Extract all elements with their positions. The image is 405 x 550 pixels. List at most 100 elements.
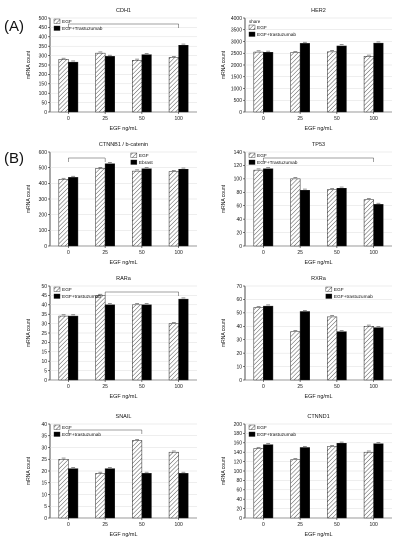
y-tick-label: 15 xyxy=(41,350,47,356)
bar-egf-100 xyxy=(363,56,374,113)
chart-title: CDH1 xyxy=(116,8,131,14)
x-axis-label: EGF ng/mL xyxy=(304,260,332,266)
y-tick-label: 100 xyxy=(39,91,48,97)
y-tick-label: 1500 xyxy=(231,75,242,81)
bar-treated-0 xyxy=(68,61,79,113)
chart-ctnnb1-b-catenin: CTNNB1 / b-catenin0100200300400500600mRN… xyxy=(26,142,197,266)
y-tick-label: 5 xyxy=(44,504,47,510)
legend-swatch xyxy=(248,424,256,430)
legend-swatch xyxy=(130,159,138,165)
chart-title: TP53 xyxy=(312,142,325,148)
chart-title: RARa xyxy=(116,276,132,282)
y-tick-label: 15 xyxy=(41,481,47,487)
bar-egf-100 xyxy=(363,326,374,381)
y-tick-label: 300 xyxy=(39,53,48,59)
y-tick-label: 40 xyxy=(236,497,242,503)
y-axis-label: mRNA count xyxy=(26,50,32,79)
bar-treated-100 xyxy=(373,443,384,519)
y-tick-label: 0 xyxy=(239,244,242,250)
bar-treated-0 xyxy=(263,168,274,247)
x-tick-label: 25 xyxy=(102,384,108,390)
x-tick-label: 25 xyxy=(102,522,108,528)
chart-title: CTNNB1 / b-catenin xyxy=(99,142,148,148)
x-tick-label: 50 xyxy=(334,384,340,390)
legend-label: EGF xyxy=(139,153,149,159)
x-tick-label: 100 xyxy=(174,116,183,122)
y-tick-label: 20 xyxy=(236,351,242,357)
legend-label: EGF xyxy=(62,19,72,25)
chart-title: RXRa xyxy=(311,276,327,282)
bar-egf-25 xyxy=(95,52,106,113)
bar-egf-0 xyxy=(253,169,264,247)
legend-swatch xyxy=(53,293,61,299)
y-tick-label: 500 xyxy=(39,16,48,22)
y-tick-label: 40 xyxy=(236,324,242,330)
x-tick-label: 25 xyxy=(297,250,303,256)
bar-egf-0 xyxy=(253,51,264,113)
y-tick-label: 400 xyxy=(39,35,48,41)
x-tick-label: 50 xyxy=(139,384,145,390)
x-axis-label: EGF ng/mL xyxy=(109,260,137,266)
y-tick-label: 25 xyxy=(41,331,47,337)
x-axis-label: EGF ng/mL xyxy=(109,532,137,538)
bar-treated-50 xyxy=(336,45,347,113)
y-tick-label: 120 xyxy=(234,163,243,169)
significance-bracket xyxy=(68,23,179,28)
y-tick-label: 200 xyxy=(39,72,48,78)
y-tick-label: 200 xyxy=(234,422,243,428)
x-axis-label: EGF ng/mL xyxy=(304,394,332,400)
y-tick-label: 10 xyxy=(41,359,47,365)
bar-treated-0 xyxy=(68,468,79,519)
bar-egf-50 xyxy=(327,316,338,381)
bar-treated-100 xyxy=(373,42,384,113)
bar-egf-50 xyxy=(132,304,143,381)
bar-treated-50 xyxy=(141,473,152,519)
bar-egf-100 xyxy=(168,451,179,519)
bar-egf-0 xyxy=(253,448,264,519)
y-tick-label: 140 xyxy=(234,450,243,456)
bar-treated-50 xyxy=(336,188,347,247)
significance-bracket xyxy=(104,291,179,296)
y-tick-label: 500 xyxy=(234,98,243,104)
y-tick-label: 0 xyxy=(239,110,242,116)
bar-treated-25 xyxy=(104,56,115,113)
y-axis-label: mRNA count xyxy=(221,184,227,213)
chart-her2: HER205001000150020002500300035004000mRNA… xyxy=(221,8,392,132)
panel-label-b: (B) xyxy=(4,150,24,167)
y-tick-label: 30 xyxy=(236,338,242,344)
y-tick-label: 250 xyxy=(39,63,48,69)
bar-egf-25 xyxy=(95,473,106,519)
y-tick-label: 0 xyxy=(44,378,47,384)
bar-treated-100 xyxy=(178,168,189,247)
bar-treated-50 xyxy=(141,304,152,381)
x-tick-label: 0 xyxy=(67,250,70,256)
bar-egf-100 xyxy=(363,199,374,247)
bar-treated-0 xyxy=(263,52,274,113)
legend-label: EGF xyxy=(257,425,267,431)
bar-treated-25 xyxy=(299,43,310,113)
legend-swatch xyxy=(325,286,333,292)
y-tick-label: 50 xyxy=(236,311,242,317)
bar-egf-0 xyxy=(58,179,69,247)
bar-treated-25 xyxy=(299,311,310,381)
bar-treated-50 xyxy=(141,54,152,113)
bar-treated-50 xyxy=(336,331,347,381)
y-tick-label: 25 xyxy=(41,457,47,463)
bar-treated-100 xyxy=(178,45,189,113)
x-tick-label: 0 xyxy=(262,116,265,122)
bar-treated-25 xyxy=(104,163,115,247)
y-tick-label: 450 xyxy=(39,25,48,31)
legend-label: EGF+trastuzumab xyxy=(334,294,373,300)
legend-label: EGF xyxy=(62,425,72,431)
x-tick-label: 50 xyxy=(139,116,145,122)
significance-bracket xyxy=(263,157,374,162)
bar-egf-0 xyxy=(58,59,69,113)
bar-egf-25 xyxy=(290,178,301,247)
bar-treated-50 xyxy=(141,168,152,247)
legend-swatch xyxy=(248,431,256,437)
y-tick-label: 500 xyxy=(39,165,48,171)
bar-egf-100 xyxy=(363,451,374,519)
legend-label: EGF+trastuzumab xyxy=(257,432,296,438)
legend-swatch xyxy=(53,424,61,430)
